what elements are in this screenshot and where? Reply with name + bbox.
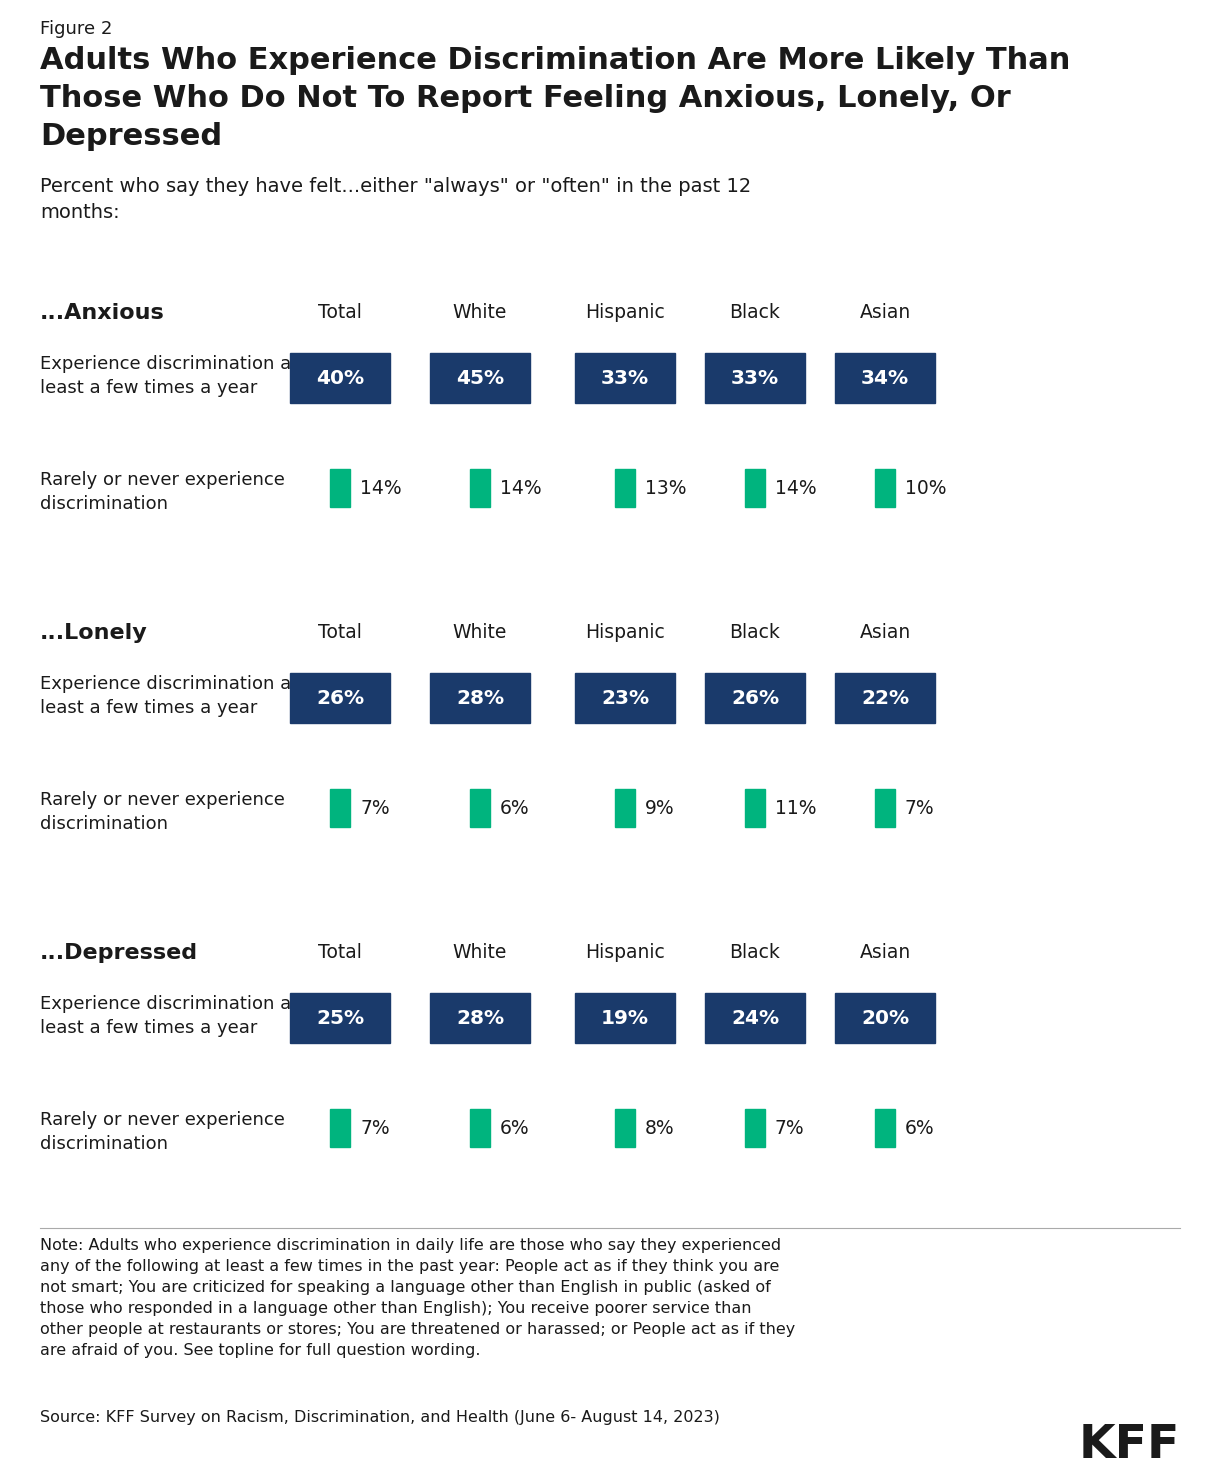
Text: Experience discrimination at
least a few times a year: Experience discrimination at least a few… [40, 995, 298, 1036]
Text: Rarely or never experience
discrimination: Rarely or never experience discriminatio… [40, 471, 285, 513]
Text: Total: Total [318, 303, 362, 322]
Bar [429, 353, 529, 403]
Text: 40%: 40% [316, 368, 364, 387]
Text: 8%: 8% [645, 1119, 675, 1138]
Bar [429, 672, 529, 723]
Text: 28%: 28% [456, 1008, 504, 1027]
Bar [290, 993, 390, 1043]
Text: ...Depressed: ...Depressed [40, 943, 198, 964]
Text: 45%: 45% [456, 368, 504, 387]
Bar [615, 789, 634, 828]
Text: Asian: Asian [859, 624, 910, 641]
Bar [615, 469, 634, 507]
Bar [834, 672, 935, 723]
Text: Those Who Do Not To Report Feeling Anxious, Lonely, Or: Those Who Do Not To Report Feeling Anxio… [40, 84, 1010, 112]
Bar [575, 353, 675, 403]
Text: Experience discrimination at
least a few times a year: Experience discrimination at least a few… [40, 675, 298, 717]
Text: 33%: 33% [601, 368, 649, 387]
Bar [470, 789, 490, 828]
Text: 26%: 26% [316, 689, 364, 708]
Bar [705, 672, 805, 723]
Bar [875, 469, 895, 507]
Bar [834, 993, 935, 1043]
Text: 14%: 14% [500, 479, 542, 498]
Text: Rarely or never experience
discrimination: Rarely or never experience discriminatio… [40, 791, 285, 832]
Text: 10%: 10% [905, 479, 947, 498]
Text: Hispanic: Hispanic [586, 303, 665, 322]
Text: Total: Total [318, 624, 362, 641]
Text: KFF: KFF [1078, 1423, 1180, 1468]
Text: 26%: 26% [731, 689, 780, 708]
Text: 7%: 7% [360, 1119, 389, 1138]
Text: 23%: 23% [601, 689, 649, 708]
Bar [470, 469, 490, 507]
Text: 11%: 11% [775, 798, 816, 817]
Text: Depressed: Depressed [40, 123, 222, 151]
Text: White: White [453, 624, 508, 641]
Bar [470, 1108, 490, 1147]
Text: 14%: 14% [775, 479, 816, 498]
Bar [875, 789, 895, 828]
Text: Adults Who Experience Discrimination Are More Likely Than: Adults Who Experience Discrimination Are… [40, 46, 1070, 75]
Text: White: White [453, 303, 508, 322]
Text: 9%: 9% [645, 798, 675, 817]
Bar [575, 672, 675, 723]
Bar [329, 469, 350, 507]
Bar [290, 672, 390, 723]
Bar [575, 993, 675, 1043]
Bar [290, 353, 390, 403]
Text: ...Lonely: ...Lonely [40, 624, 148, 643]
Text: Total: Total [318, 943, 362, 962]
Bar [745, 789, 765, 828]
Bar [705, 993, 805, 1043]
Text: Hispanic: Hispanic [586, 624, 665, 641]
Text: Source: KFF Survey on Racism, Discrimination, and Health (June 6- August 14, 202: Source: KFF Survey on Racism, Discrimina… [40, 1410, 720, 1425]
Text: 25%: 25% [316, 1008, 364, 1027]
Text: Black: Black [730, 303, 781, 322]
Bar [615, 1108, 634, 1147]
Text: 6%: 6% [905, 1119, 935, 1138]
Bar [329, 789, 350, 828]
Bar [429, 993, 529, 1043]
Text: 14%: 14% [360, 479, 401, 498]
Text: 24%: 24% [731, 1008, 780, 1027]
Bar [834, 353, 935, 403]
Text: 20%: 20% [861, 1008, 909, 1027]
Text: Experience discrimination at
least a few times a year: Experience discrimination at least a few… [40, 355, 298, 396]
Text: ...Anxious: ...Anxious [40, 303, 165, 324]
Bar [745, 469, 765, 507]
Text: 34%: 34% [861, 368, 909, 387]
Text: Black: Black [730, 943, 781, 962]
Text: Percent who say they have felt...either "always" or "often" in the past 12
month: Percent who say they have felt...either … [40, 177, 752, 223]
Text: 13%: 13% [645, 479, 687, 498]
Text: White: White [453, 943, 508, 962]
Text: Asian: Asian [859, 943, 910, 962]
Text: Figure 2: Figure 2 [40, 21, 112, 38]
Bar [745, 1108, 765, 1147]
Text: Hispanic: Hispanic [586, 943, 665, 962]
Text: 6%: 6% [500, 798, 529, 817]
Text: Asian: Asian [859, 303, 910, 322]
Text: Note: Adults who experience discrimination in daily life are those who say they : Note: Adults who experience discriminati… [40, 1239, 795, 1358]
Bar [875, 1108, 895, 1147]
Text: 22%: 22% [861, 689, 909, 708]
Text: 6%: 6% [500, 1119, 529, 1138]
Text: Black: Black [730, 624, 781, 641]
Text: 7%: 7% [775, 1119, 805, 1138]
Text: Rarely or never experience
discrimination: Rarely or never experience discriminatio… [40, 1111, 285, 1153]
Bar [705, 353, 805, 403]
Text: 28%: 28% [456, 689, 504, 708]
Text: 19%: 19% [601, 1008, 649, 1027]
Text: 7%: 7% [905, 798, 935, 817]
Bar [329, 1108, 350, 1147]
Text: 33%: 33% [731, 368, 780, 387]
Text: 7%: 7% [360, 798, 389, 817]
